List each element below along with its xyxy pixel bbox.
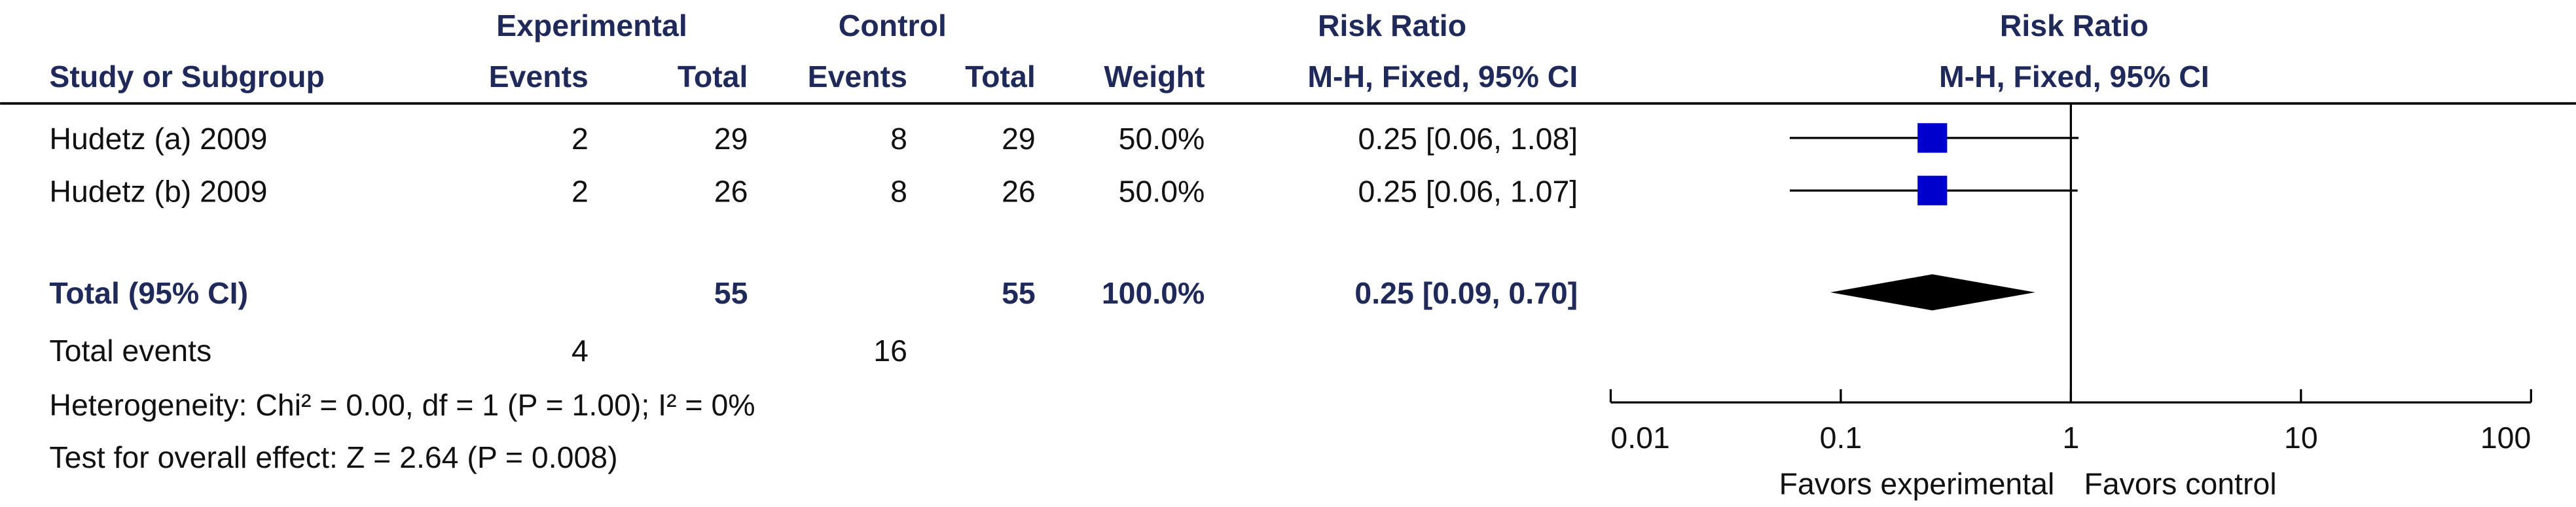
cell: 29 [1002,122,1036,156]
cell: 2 [571,175,589,209]
favors-right: Favors control [2084,466,2276,500]
heterogeneity: Heterogeneity: Chi² = 0.00, df = 1 (P = … [49,388,755,422]
group-header: Control [839,9,947,43]
column-header: Weight [1104,60,1205,94]
x-tick-label: 100 [2480,421,2531,455]
effect-label: 0.25 [0.09, 0.70] [1354,276,1578,310]
x-tick-label: 0.1 [1820,421,1862,455]
cell: 50.0% [1119,175,1205,209]
cell: 26 [714,175,748,209]
cell: 50.0% [1119,122,1205,156]
cell: 100.0% [1102,276,1205,310]
cell: 16 [873,334,907,368]
column-header: Events [489,60,589,94]
column-header: Study or Subgroup [49,60,324,94]
plot-subheader: M-H, Fixed, 95% CI [1939,60,2209,94]
column-header: Total [965,60,1035,94]
column-header: Events [808,60,907,94]
cell: 26 [1002,175,1036,209]
cell: 8 [890,122,907,156]
column-header: Total [678,60,748,94]
total-events-label: Total events [49,334,211,368]
total-name: Total (95% CI) [49,276,248,310]
favors-left: Favors experimental [1779,466,2055,500]
plot-header: Risk Ratio [2000,9,2149,43]
effect-header: Risk Ratio [1318,9,1466,43]
cell: 8 [890,175,907,209]
column-header: M-H, Fixed, 95% CI [1307,60,1578,94]
effect-label: 0.25 [0.06, 1.07] [1358,175,1578,209]
cell: 4 [571,334,589,368]
x-tick-label: 1 [2062,421,2079,455]
cell: 29 [714,122,748,156]
group-header: Experimental [496,9,687,43]
overall-effect: Test for overall effect: Z = 2.64 (P = 0… [49,440,617,474]
study-name: Hudetz (b) 2009 [49,175,267,209]
effect-label: 0.25 [0.06, 1.08] [1358,122,1578,156]
x-tick-label: 10 [2284,421,2318,455]
cell: 2 [571,122,589,156]
study-square [1917,123,1948,153]
study-name: Hudetz (a) 2009 [49,122,267,156]
cell: 55 [1002,276,1036,310]
study-square [1917,175,1948,205]
x-tick-label: 0.01 [1610,421,1669,455]
total-diamond [1830,274,2035,311]
cell: 55 [714,276,748,310]
